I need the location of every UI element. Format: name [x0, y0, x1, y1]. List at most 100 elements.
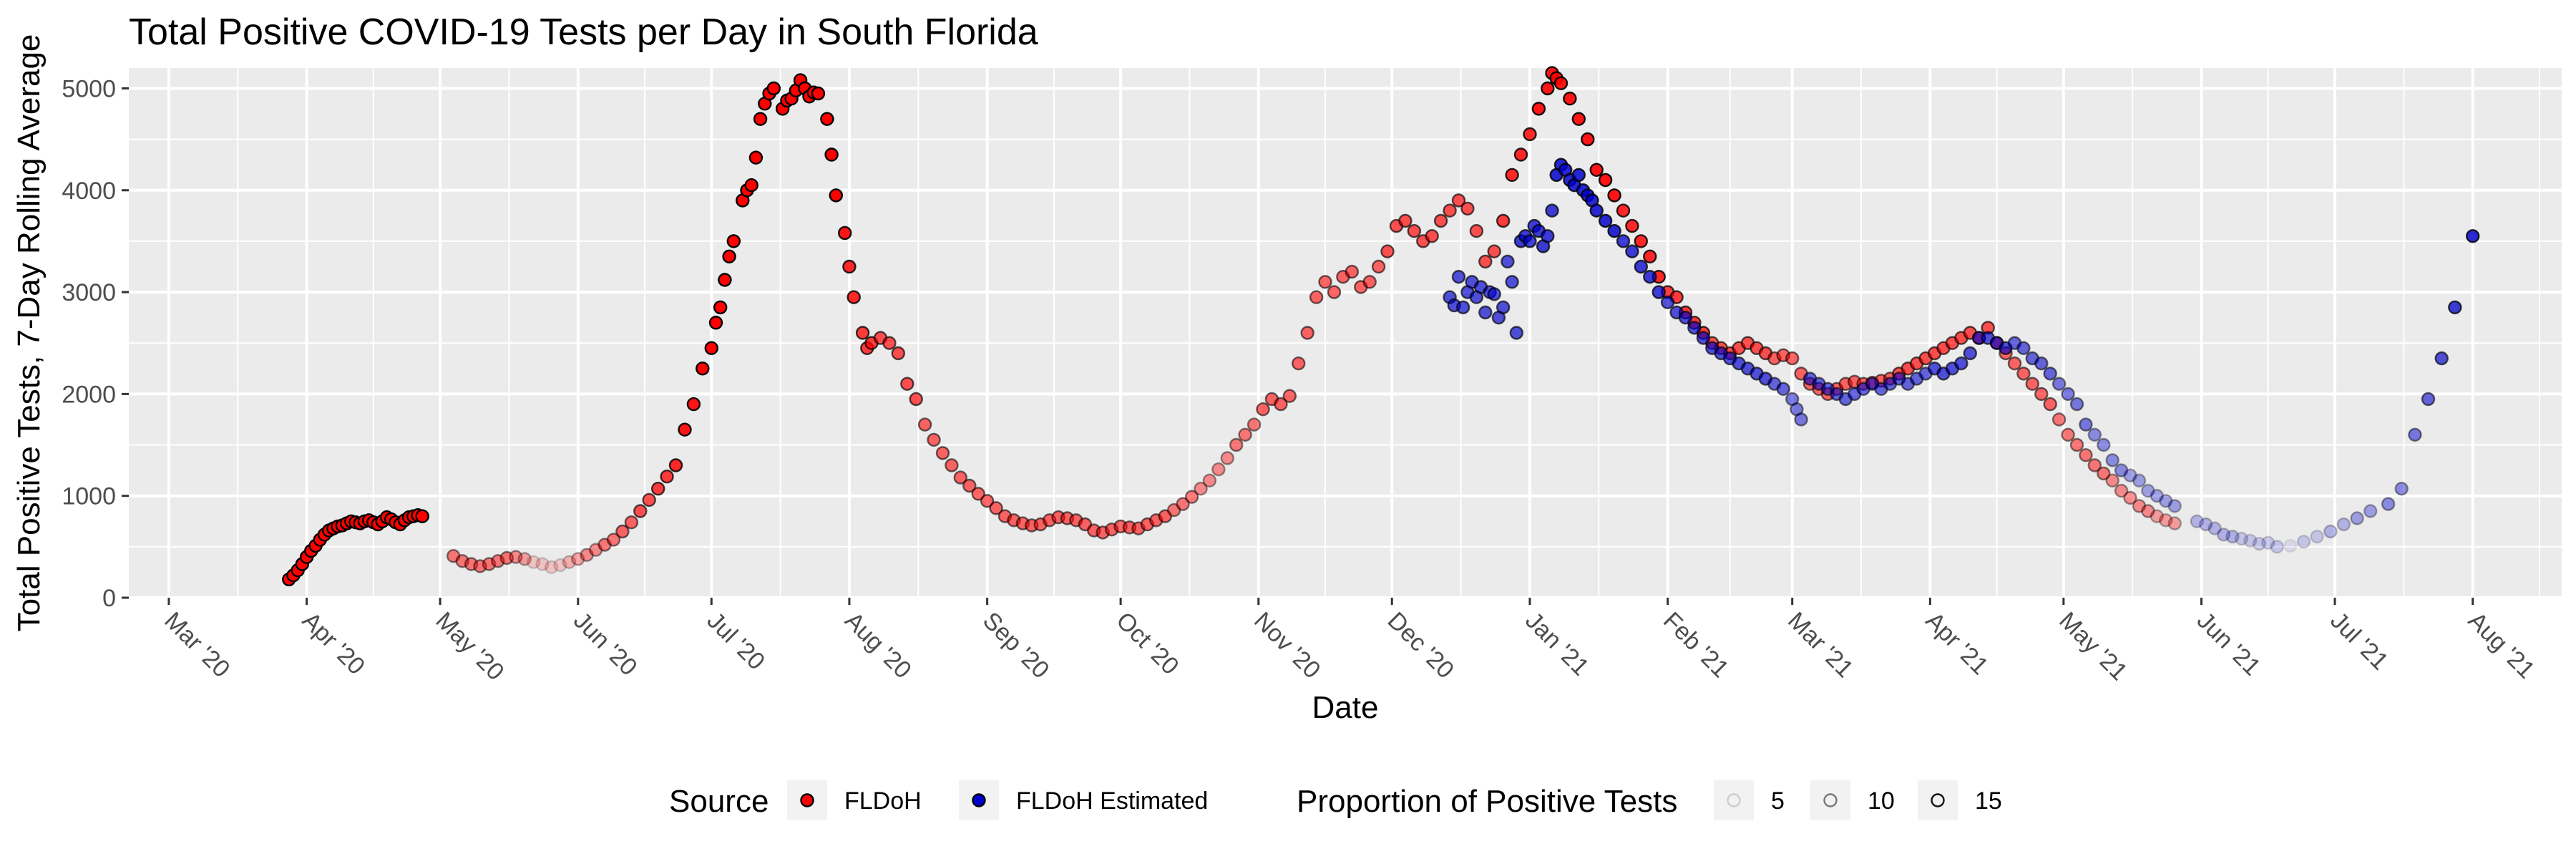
point-fldoh-estimated	[2016, 341, 2031, 355]
point-fldoh	[1571, 112, 1586, 126]
point-fldoh	[1220, 451, 1235, 465]
point-fldoh-estimated	[2207, 521, 2222, 535]
point-fldoh	[415, 509, 429, 523]
point-fldoh	[526, 555, 541, 569]
point-fldoh	[1496, 213, 1511, 228]
x-tick-label: Sep '20	[977, 607, 1055, 684]
point-fldoh	[678, 422, 692, 437]
point-fldoh-estimated	[1696, 331, 1711, 345]
point-fldoh	[1598, 173, 1613, 188]
point-fldoh	[1371, 259, 1386, 274]
legend-proportion-label: 15	[1975, 787, 2002, 815]
point-fldoh	[1460, 201, 1475, 216]
point-fldoh-estimated	[1509, 326, 1524, 340]
point-fldoh	[962, 478, 977, 493]
point-fldoh	[713, 300, 728, 315]
point-fldoh-estimated	[2434, 351, 2449, 366]
point-fldoh-estimated	[1616, 234, 1631, 248]
point-fldoh-estimated	[2105, 453, 2119, 467]
point-fldoh	[1362, 275, 1377, 289]
point-fldoh	[2087, 458, 2102, 472]
point-fldoh	[945, 458, 959, 472]
point-fldoh	[1513, 147, 1528, 162]
x-tick-label: Nov '20	[1249, 607, 1326, 684]
point-fldoh	[1380, 244, 1395, 258]
point-fldoh	[571, 552, 585, 566]
point-fldoh	[726, 234, 741, 248]
point-fldoh	[980, 494, 995, 508]
point-fldoh	[847, 290, 861, 304]
point-fldoh-estimated	[2448, 300, 2462, 315]
y-tick-label: 2000	[62, 381, 116, 408]
point-fldoh	[651, 482, 665, 496]
point-fldoh-estimated	[2283, 538, 2298, 553]
legend-proportion-point	[1823, 793, 1838, 807]
point-fldoh	[811, 86, 826, 101]
point-fldoh-estimated	[1643, 270, 1657, 284]
point-fldoh	[1318, 275, 1332, 289]
point-fldoh	[1300, 326, 1314, 340]
point-fldoh	[753, 112, 768, 126]
point-fldoh	[2105, 473, 2119, 487]
point-fldoh-estimated	[1776, 382, 1790, 396]
point-fldoh	[562, 555, 577, 569]
y-axis-title: Total Positive Tests, 7-Day Rolling Aver…	[11, 34, 47, 632]
point-fldoh	[1505, 168, 1519, 183]
point-fldoh-estimated	[2225, 529, 2240, 544]
point-fldoh-estimated	[2350, 511, 2364, 525]
point-fldoh-estimated	[1963, 346, 1978, 361]
point-fldoh	[517, 552, 532, 566]
point-fldoh	[660, 470, 674, 484]
point-fldoh	[842, 259, 857, 274]
point-fldoh	[824, 147, 839, 162]
point-fldoh-estimated	[1455, 300, 1470, 315]
x-tick-label: Mar '21	[1782, 607, 1858, 683]
point-fldoh	[1433, 213, 1448, 228]
point-fldoh	[1238, 427, 1252, 442]
x-tick-label: Apr '20	[297, 607, 370, 680]
point-fldoh-estimated	[2114, 463, 2129, 477]
point-fldoh	[935, 446, 950, 460]
point-fldoh-estimated	[1794, 412, 1808, 427]
point-fldoh-estimated	[1451, 270, 1466, 284]
point-fldoh	[2150, 509, 2165, 523]
point-fldoh	[900, 377, 914, 391]
point-fldoh	[837, 225, 852, 241]
point-fldoh-estimated	[2190, 514, 2205, 528]
point-fldoh	[766, 81, 781, 96]
point-fldoh	[708, 316, 723, 330]
point-fldoh-estimated	[1652, 285, 1666, 299]
y-tick-label: 0	[102, 585, 116, 612]
point-fldoh	[1563, 91, 1577, 106]
point-fldoh	[855, 326, 870, 340]
point-fldoh	[1541, 81, 1555, 96]
x-tick-label: Apr '21	[1921, 607, 1994, 680]
chart-title: Total Positive COVID-19 Tests per Day in…	[129, 11, 1038, 53]
point-fldoh-estimated	[1505, 275, 1519, 289]
x-tick-label: Aug '20	[839, 607, 917, 684]
point-fldoh-estimated	[2043, 367, 2057, 381]
point-fldoh-estimated	[2363, 504, 2378, 518]
x-axis-title: Date	[1312, 690, 1379, 725]
point-fldoh-estimated	[1523, 234, 1537, 248]
point-fldoh	[1616, 203, 1631, 218]
point-fldoh	[509, 550, 523, 564]
legend-proportion-point	[1727, 793, 1741, 807]
plot-panel	[129, 68, 2562, 598]
x-tick-label: Jun '21	[2192, 607, 2266, 681]
point-fldoh	[668, 458, 683, 472]
point-fldoh	[615, 524, 630, 539]
point-fldoh-estimated	[2198, 517, 2213, 532]
point-fldoh-estimated	[1589, 203, 1604, 218]
point-fldoh	[909, 392, 923, 407]
point-fldoh-estimated	[2167, 499, 2182, 513]
point-fldoh	[1634, 234, 1649, 248]
point-fldoh-estimated	[1607, 224, 1621, 238]
point-fldoh	[544, 560, 559, 574]
point-fldoh	[2007, 356, 2022, 371]
point-fldoh	[718, 273, 732, 287]
point-fldoh-estimated	[2097, 437, 2111, 452]
point-fldoh	[1246, 417, 1262, 432]
point-fldoh	[1274, 397, 1288, 412]
legend-key	[1918, 780, 1958, 820]
